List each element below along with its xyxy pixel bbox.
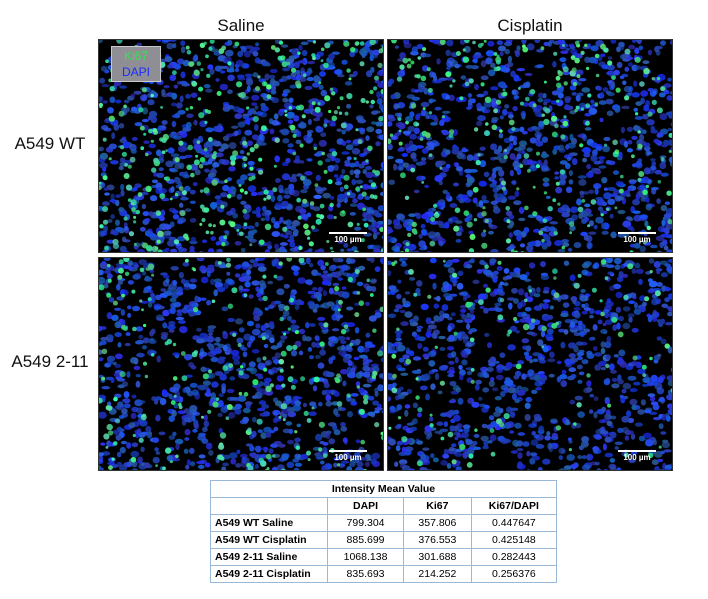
row-label: A549 WT Cisplatin [210,531,328,549]
legend-ki67: Ki67 [123,49,149,63]
micrograph-wt-cisplatin: 100 µm [387,39,673,253]
ratio-value: 0.447647 [470,514,558,532]
row-label: A549 2-11 Saline [210,548,328,566]
table-row: A549 WT Saline 799.304 357.806 0.447647 [210,514,558,532]
ki67-value: 301.688 [403,548,472,566]
ratio-value: 0.425148 [470,531,558,549]
stain-legend: Ki67 DAPI [111,46,161,82]
scale-bar: 100 µm [329,232,367,244]
ki67-value: 357.806 [403,514,472,532]
micrograph-2-11-saline: 100 µm [98,257,384,471]
dapi-value: 1068.138 [326,548,405,566]
ki67-value: 214.252 [403,565,472,583]
row-label: A549 2-11 Cisplatin [210,565,328,583]
ratio-value: 0.256376 [470,565,558,583]
micrograph-image [99,40,383,252]
scale-bar: 100 µm [618,450,656,462]
table-header-row: DAPI Ki67 Ki67/DAPI [210,497,558,515]
scale-bar-label: 100 µm [334,453,362,462]
table-title: Intensity Mean Value [210,480,557,498]
row-title-2-11: A549 2-11 [11,352,89,371]
scale-bar: 100 µm [618,232,656,244]
ki67-value: 376.553 [403,531,472,549]
row-label: A549 WT Saline [210,514,328,532]
dapi-value: 835.693 [326,565,405,583]
intensity-table: Intensity Mean Value DAPI Ki67 Ki67/DAPI… [210,480,558,583]
table-header-dapi: DAPI [326,497,405,515]
scale-bar: 100 µm [329,450,367,462]
scale-bar-label: 100 µm [623,235,651,244]
legend-dapi: DAPI [121,65,150,79]
micrograph-wt-saline: Ki67 DAPI 100 µm [98,39,384,253]
ratio-value: 0.282443 [470,548,558,566]
scale-bar-label: 100 µm [623,453,651,462]
table-row: A549 WT Cisplatin 885.699 376.553 0.4251… [210,531,558,549]
table-row: A549 2-11 Cisplatin 835.693 214.252 0.25… [210,565,558,583]
dapi-value: 885.699 [326,531,405,549]
micrograph-image [99,258,383,470]
micrograph-2-11-cisplatin: 100 µm [387,257,673,471]
table-row: A549 2-11 Saline 1068.138 301.688 0.2824… [210,548,558,566]
table-header-empty [210,497,328,515]
table-header-ki67: Ki67 [403,497,472,515]
dapi-value: 799.304 [326,514,405,532]
column-title-cisplatin: Cisplatin [497,16,563,35]
micrograph-image [388,258,672,470]
scale-bar-label: 100 µm [334,235,362,244]
table-header-ratio: Ki67/DAPI [470,497,558,515]
row-title-wt: A549 WT [14,134,86,153]
column-title-saline: Saline [217,16,265,35]
micrograph-image [388,40,672,252]
